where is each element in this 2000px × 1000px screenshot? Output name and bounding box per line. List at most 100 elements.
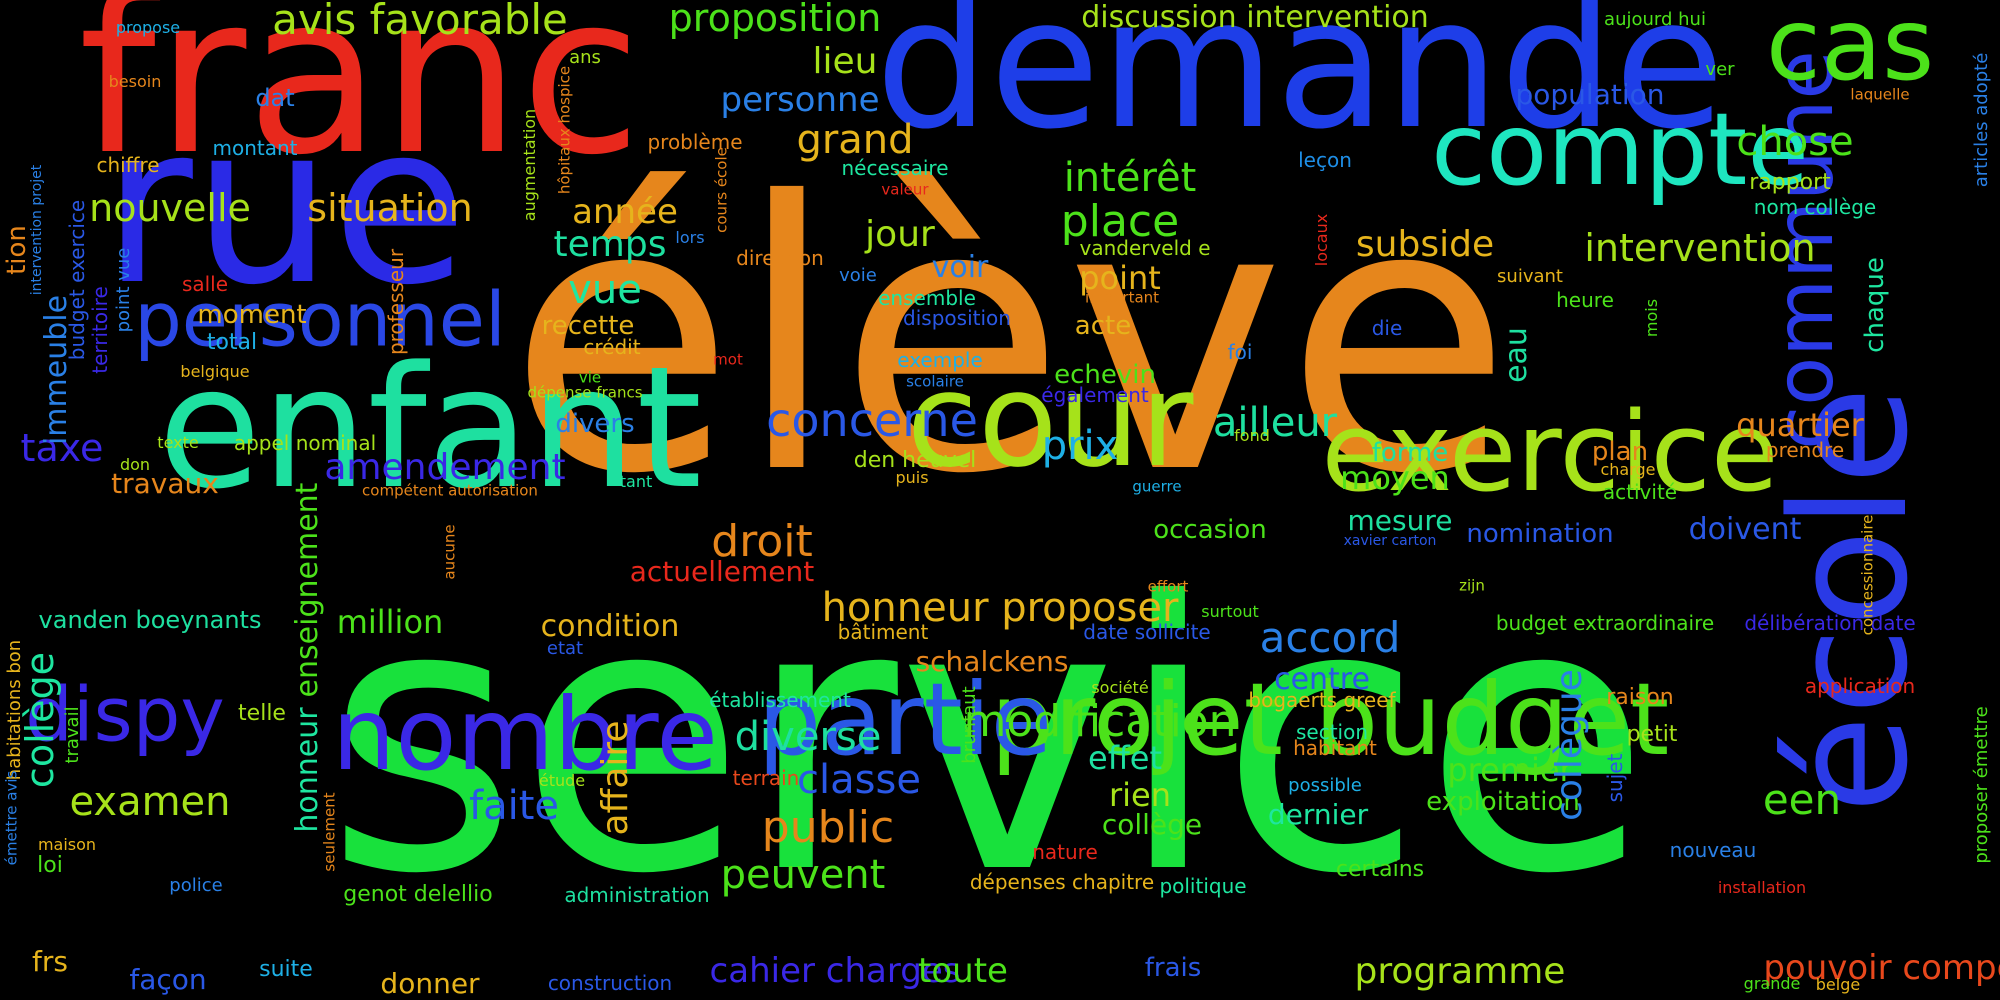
word-depense-francs: dépense francs (527, 383, 643, 402)
word-politique: dépenses chapitre (969, 870, 1155, 894)
word-nombre: nombre (332, 676, 718, 793)
word-taxe: taxe (20, 426, 104, 470)
word-suivant: suivant (1497, 266, 1563, 287)
word-police: certains (1335, 857, 1425, 882)
word-franc: franc (78, 0, 642, 203)
word-cour: cour (906, 344, 1194, 496)
word-diverse: effet (1088, 739, 1162, 777)
word-doivent: doivent (1688, 512, 1802, 547)
word-lecon: leçon (1298, 148, 1352, 172)
word-subside: subside (1355, 224, 1495, 265)
word-eau: eau (1499, 327, 1534, 383)
word-bogaerts-greef: société (1091, 678, 1149, 697)
word-condition: condition (540, 609, 680, 644)
word-aucune: émettre avis (2, 770, 21, 866)
word-partie: partie (757, 661, 1053, 778)
word-vanden-boeynants: vanden boeynants (38, 606, 262, 634)
word-dispy: dispy (25, 670, 225, 759)
word-besoin: besoin (108, 72, 162, 91)
word-etablissement: telle (238, 701, 286, 726)
word-ver: ver (1705, 59, 1735, 80)
word-travaux: travaux (111, 467, 219, 500)
word-actuellement: actuellement (629, 555, 815, 588)
word-annee: année (572, 192, 678, 232)
word-locaux: cours école (712, 147, 731, 233)
word-ailleur: ailleur (1212, 400, 1338, 446)
word-point: point (1079, 259, 1161, 297)
word-texte: texte (157, 433, 199, 452)
word-immeuble: point vue (113, 247, 134, 333)
word-personnel: personnel (134, 275, 506, 364)
word-echevin: echevin (1054, 360, 1156, 390)
word-affaire: seulement (320, 792, 339, 872)
word-surtout: surtout (1201, 602, 1259, 621)
word-prendre: prendre (1765, 438, 1845, 462)
word-necessaire: nécessaire (841, 156, 949, 180)
word-exercice: exercice (1321, 388, 1779, 516)
word-schalckens: date sollicite (1083, 620, 1211, 644)
word-rien: classe (797, 757, 921, 803)
word-modification: établissement (709, 688, 851, 712)
word-public: dernier (1267, 798, 1369, 831)
word-mesure: mesure (1347, 504, 1453, 537)
word-installation: politique (1159, 874, 1247, 898)
word-service: service (325, 525, 1651, 955)
word-occasion: occasion (1153, 515, 1267, 545)
word-population: population (1515, 78, 1665, 111)
word-ans: ans (569, 47, 601, 68)
word-place: place (1060, 196, 1180, 247)
word-pouvoir-competent: programme (1354, 951, 1566, 992)
word-professeur: immeuble (39, 294, 74, 446)
word-moment: moment (197, 300, 307, 330)
word-tant: tant (619, 472, 653, 491)
word-donner: façon (129, 963, 207, 996)
word-grand: grand (796, 117, 914, 163)
word-salle: salle (181, 272, 229, 296)
word-college-vertical: honneur (290, 707, 325, 833)
word-classe: faite (469, 783, 559, 829)
word-grande: pouvoir compétent (1763, 948, 2000, 988)
word-dat: dat (255, 84, 295, 112)
word-programme: frais (1144, 953, 1202, 983)
word-accord: accord (1259, 613, 1401, 662)
word-etude: exploitation (1426, 787, 1580, 817)
word-moyen: moyen (1340, 459, 1450, 497)
word-enfant: enfant (157, 330, 703, 526)
word-etat: schalckens (915, 645, 1069, 678)
word-aujourd-hui: aujourd hui (1604, 9, 1706, 30)
word-tion: belge (1815, 975, 1861, 994)
word-frais: toute (918, 951, 1008, 991)
word-mot: mot (713, 350, 743, 369)
word-plan: plan (1591, 437, 1649, 467)
word-objet: concessionnaire (1858, 514, 1877, 636)
word-prix: prix (1041, 423, 1119, 469)
word-intervention: intervention (1584, 226, 1816, 270)
word-depenses-chapitre: police (169, 875, 223, 896)
word-total: total (206, 330, 258, 355)
word-puis: puis (895, 468, 929, 487)
word-valeur: valeur (881, 180, 929, 199)
word-territoire: intervention projet (29, 164, 45, 296)
word-droit: droit (711, 516, 813, 567)
word-concerne: concerne (766, 393, 978, 447)
word-petit: raison (1606, 685, 1674, 710)
word-peuvent: loi (37, 853, 63, 878)
word-scolaire: scolaire (906, 372, 964, 391)
word-nature: maison (37, 835, 97, 854)
word-hopitaux-hospice: augmentation (520, 108, 539, 222)
word-ensemble: ensemble (878, 286, 976, 310)
word-raison: diverse (734, 714, 882, 760)
word-articles-adopte: chaque (1860, 257, 1890, 353)
word-divers: divers (555, 409, 635, 439)
word-zijn: zijn (1459, 576, 1485, 595)
word-nomination: nomination (1466, 519, 1614, 549)
word-montant: montant (212, 136, 298, 160)
word-certains: peuvent (720, 852, 886, 898)
word-vanderveld: vanderveld e (1079, 236, 1211, 260)
word-die: die (1371, 316, 1403, 340)
word-eleve: élève (507, 125, 1513, 555)
word-discussion-intervention: discussion intervention (1081, 0, 1429, 35)
word-jour: jour (865, 214, 935, 255)
word-forme: forme (1371, 438, 1449, 468)
word-quartier: quartier (1736, 406, 1864, 444)
